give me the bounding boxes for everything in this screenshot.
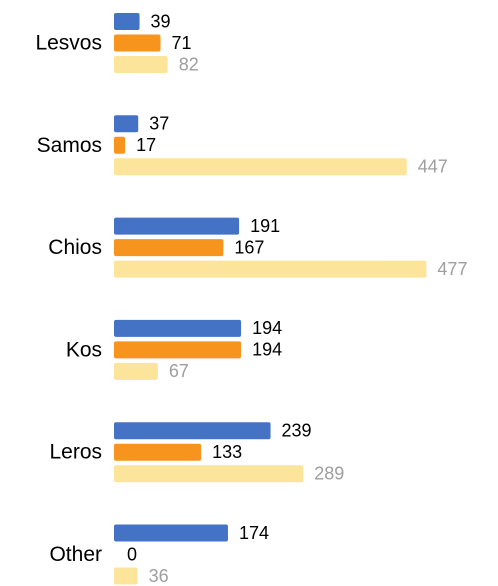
- bar: [114, 319, 242, 337]
- category-label: Samos: [37, 134, 102, 157]
- data-label: 82: [179, 54, 199, 74]
- bar: [114, 362, 158, 380]
- bar: [114, 13, 140, 30]
- data-label: 191: [250, 216, 280, 236]
- data-label: 36: [149, 566, 169, 586]
- category-label: Leros: [49, 441, 102, 464]
- data-label: 447: [418, 157, 448, 177]
- bar: [114, 217, 240, 235]
- bar: [114, 115, 139, 133]
- data-label: 194: [252, 318, 282, 338]
- data-label: 0: [127, 544, 137, 564]
- data-label: 289: [314, 463, 344, 483]
- data-label: 67: [169, 361, 189, 381]
- category-label: Chios: [48, 236, 102, 259]
- bar: [114, 465, 304, 483]
- data-label: 167: [234, 237, 264, 257]
- data-label: 71: [172, 33, 192, 53]
- data-label: 194: [252, 340, 282, 360]
- bar: [114, 158, 407, 176]
- bar: [114, 56, 168, 73]
- category-label: Kos: [66, 338, 102, 361]
- bar: [114, 422, 271, 440]
- data-label: 239: [282, 420, 312, 440]
- bar: [114, 136, 126, 154]
- bar: [114, 443, 202, 461]
- bar: [114, 524, 228, 542]
- data-label: 477: [437, 259, 467, 279]
- bar: [114, 34, 161, 52]
- data-label: 17: [136, 135, 156, 155]
- data-label: 39: [151, 11, 171, 31]
- bar: [114, 567, 138, 585]
- data-label: 37: [149, 114, 169, 134]
- bar: [114, 239, 224, 257]
- data-label: 133: [212, 442, 242, 462]
- category-label: Lesvos: [35, 32, 102, 55]
- bar: [114, 341, 242, 359]
- category-label: Other: [49, 543, 102, 566]
- bar: [114, 260, 427, 278]
- data-label: 174: [239, 523, 269, 543]
